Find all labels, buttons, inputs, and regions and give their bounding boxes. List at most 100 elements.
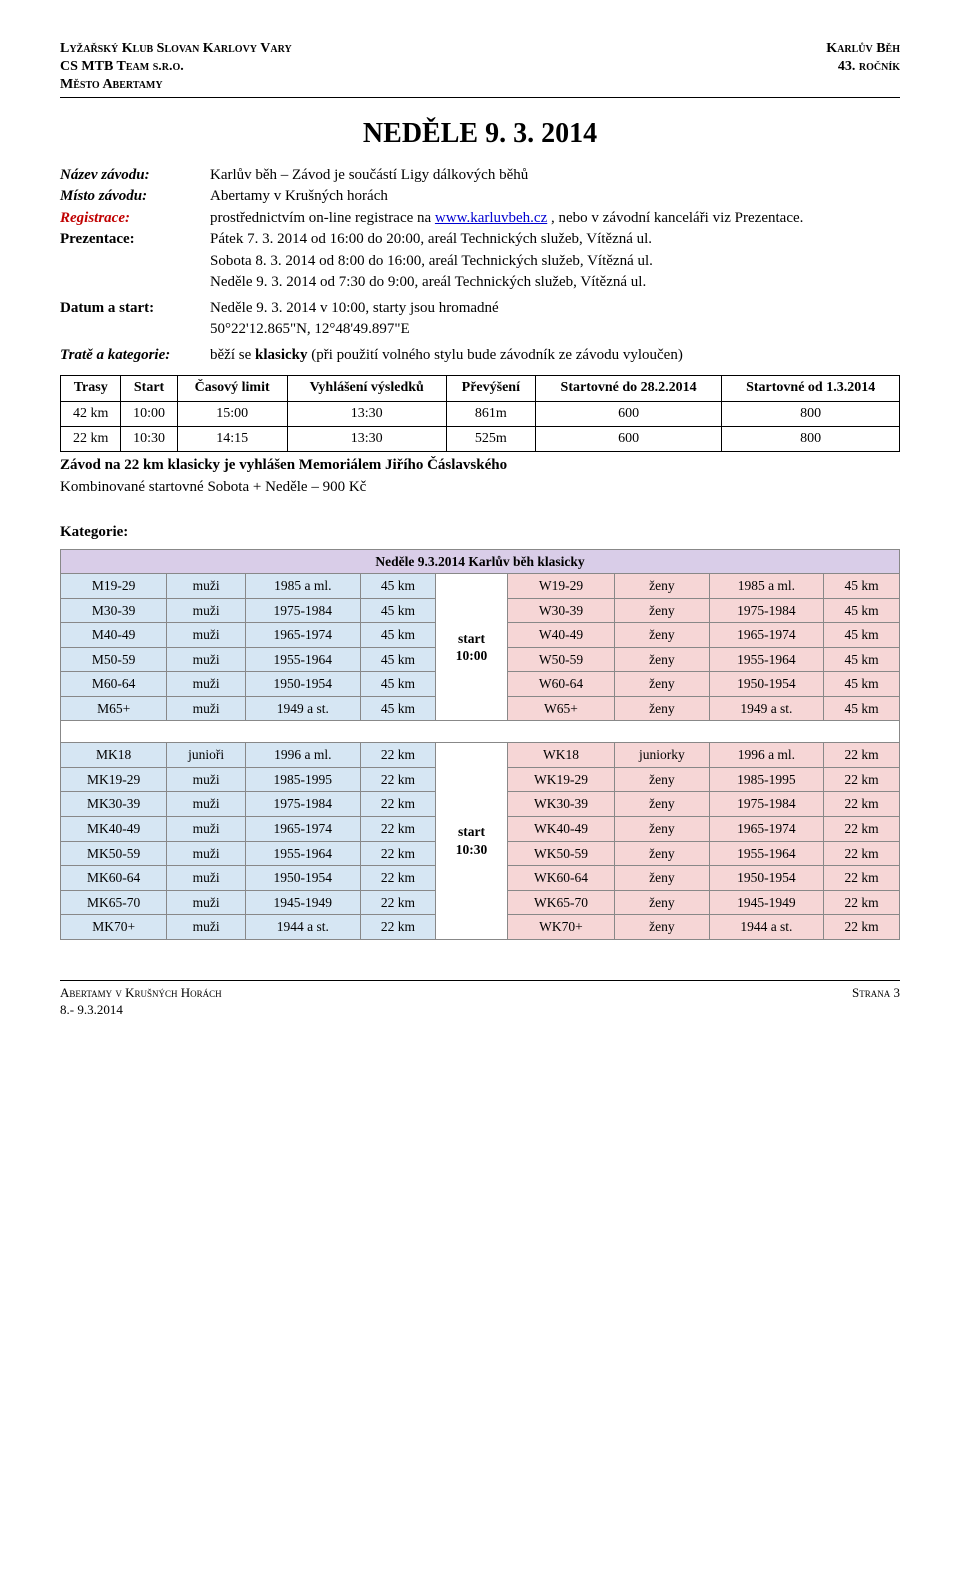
footer-right: Strana 3 [852,985,900,1019]
table-cell: juniorky [615,743,709,768]
table-cell: W50-59 [507,647,615,672]
value-coords: 50°22'12.865"N, 12°48'49.897"E [210,320,900,340]
table-cell: 45 km [360,696,436,721]
table-cell: 1975-1984 [245,598,360,623]
start-cell: start 10:00 [436,574,507,721]
label-registrace: Registrace: [60,209,210,229]
table-cell: ženy [615,890,709,915]
table-cell: 15:00 [177,401,287,426]
reg-pre: prostřednictvím on-line registrace na [210,210,435,226]
table-cell: 22 km [824,890,900,915]
reg-link[interactable]: www.karluvbeh.cz [435,210,547,226]
table-cell: 45 km [360,672,436,697]
table-cell: 800 [722,401,900,426]
table-row: M19-29muži1985 a ml.45 kmstart 10:00W19-… [61,574,900,599]
categories-table: Neděle 9.3.2014 Karlův běh klasicky M19-… [60,549,900,940]
table-cell: ženy [615,647,709,672]
table-row: 42 km10:0015:0013:30861m600800 [61,401,900,426]
table-cell: ženy [615,672,709,697]
header-rule [60,97,900,98]
table-cell: WK30-39 [507,792,615,817]
table-cell: 1965-1974 [709,623,824,648]
table-cell: WK19-29 [507,767,615,792]
table-cell: ženy [615,816,709,841]
kat-spacer-cell [61,721,900,743]
table-cell: ženy [615,841,709,866]
table-cell: 42 km [61,401,121,426]
table-cell: muži [167,623,246,648]
table-cell: MK60-64 [61,866,167,891]
table-cell: 1950-1954 [245,866,360,891]
table-cell: muži [167,696,246,721]
table-cell: 1965-1974 [245,623,360,648]
table-cell: ženy [615,767,709,792]
table-cell: 22 km [360,915,436,940]
table-cell: 1955-1964 [245,647,360,672]
table-cell: 45 km [824,672,900,697]
routes-header-row: Trasy Start Časový limit Vyhlášení výsle… [61,376,900,401]
footer-left: Abertamy v Krušných Horách 8.- 9.3.2014 [60,985,222,1019]
table-cell: 22 km [360,767,436,792]
th-limit: Časový limit [177,376,287,401]
table-cell: WK60-64 [507,866,615,891]
value-misto: Abertamy v Krušných horách [210,187,900,207]
table-cell: 45 km [360,647,436,672]
label-nazev: Název závodu: [60,166,210,186]
table-cell: ženy [615,598,709,623]
footer-left1: Abertamy v Krušných Horách [60,985,222,1002]
table-cell: 1996 a ml. [245,743,360,768]
table-cell: 1975-1984 [709,792,824,817]
table-cell: 1949 a st. [245,696,360,721]
table-cell: 45 km [824,647,900,672]
label-trate: Tratě a kategorie: [60,346,210,366]
table-cell: WK70+ [507,915,615,940]
table-cell: 1985 a ml. [245,574,360,599]
table-cell: 22 km [824,915,900,940]
table-cell: muži [167,841,246,866]
table-cell: W60-64 [507,672,615,697]
table-cell: 861m [446,401,535,426]
table-cell: WK65-70 [507,890,615,915]
value-trate: běží se klasicky (při použití volného st… [210,346,900,366]
table-cell: M65+ [61,696,167,721]
table-cell: MK19-29 [61,767,167,792]
table-cell: WK18 [507,743,615,768]
table-cell: 22 km [360,816,436,841]
table-cell: 1975-1984 [709,598,824,623]
table-cell: 22 km [824,767,900,792]
table-cell: 45 km [360,574,436,599]
page-title: NEDĚLE 9. 3. 2014 [60,116,900,152]
table-cell: 800 [722,426,900,451]
table-cell: 22 km [360,841,436,866]
header-org-1: Lyžařský Klub Slovan Karlovy Vary [60,40,292,58]
table-cell: 13:30 [287,426,446,451]
table-cell: 13:30 [287,401,446,426]
th-start: Start [121,376,177,401]
table-cell: W40-49 [507,623,615,648]
table-cell: W65+ [507,696,615,721]
table-cell: 45 km [360,623,436,648]
table-cell: 1944 a st. [245,915,360,940]
table-cell: ženy [615,574,709,599]
table-cell: 1945-1949 [709,890,824,915]
table-cell: muži [167,915,246,940]
value-prez3: Neděle 9. 3. 2014 od 7:30 do 9:00, areál… [210,273,900,293]
kat-spacer-row [61,721,900,743]
value-nazev: Karlův běh – Závod je součástí Ligy dálk… [210,166,900,186]
table-cell: 22 km [824,816,900,841]
table-cell: M60-64 [61,672,167,697]
table-cell: MK65-70 [61,890,167,915]
table-cell: 1985-1995 [709,767,824,792]
table-cell: ženy [615,792,709,817]
memorial-line: Závod na 22 km klasicky je vyhlášen Memo… [60,456,900,476]
table-cell: 1965-1974 [245,816,360,841]
table-cell: 45 km [824,574,900,599]
table-cell: muži [167,792,246,817]
definition-block: Název závodu: Karlův běh – Závod je souč… [60,166,900,366]
table-cell: 1950-1954 [245,672,360,697]
table-cell: ženy [615,623,709,648]
table-cell: W19-29 [507,574,615,599]
table-cell: 1945-1949 [245,890,360,915]
table-cell: 1975-1984 [245,792,360,817]
table-cell: 22 km [824,841,900,866]
